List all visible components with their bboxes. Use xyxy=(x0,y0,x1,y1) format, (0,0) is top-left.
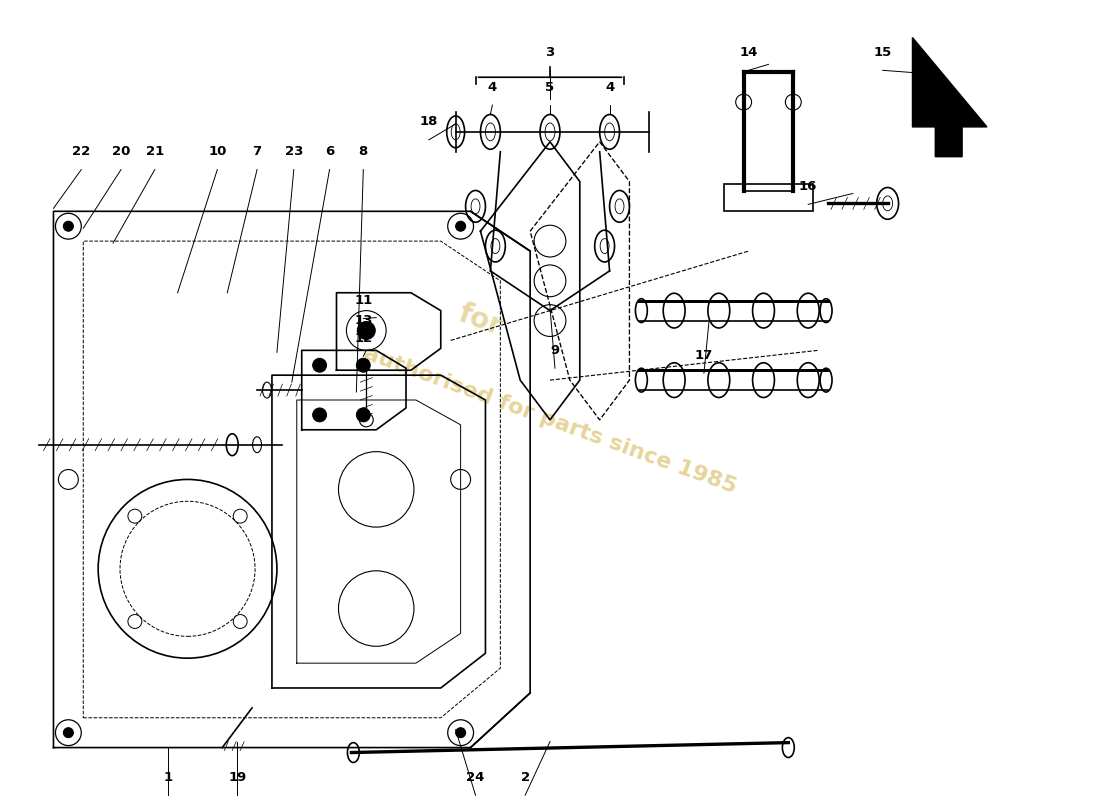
Text: 22: 22 xyxy=(73,146,90,158)
Text: 5: 5 xyxy=(546,81,554,94)
Text: 7: 7 xyxy=(253,146,262,158)
Circle shape xyxy=(356,358,371,372)
Text: 3: 3 xyxy=(546,46,554,59)
Circle shape xyxy=(356,408,371,422)
Text: 10: 10 xyxy=(208,146,227,158)
Bar xyxy=(724,183,813,211)
Text: 9: 9 xyxy=(550,344,560,357)
Circle shape xyxy=(312,358,327,372)
Polygon shape xyxy=(913,38,987,157)
Circle shape xyxy=(312,408,327,422)
Text: 8: 8 xyxy=(359,146,367,158)
Text: 15: 15 xyxy=(873,46,892,59)
Text: 19: 19 xyxy=(228,771,246,784)
Text: 17: 17 xyxy=(695,349,713,362)
Text: 1: 1 xyxy=(163,771,173,784)
Text: 20: 20 xyxy=(112,146,130,158)
Text: 24: 24 xyxy=(466,771,485,784)
Text: 14: 14 xyxy=(739,46,758,59)
Circle shape xyxy=(455,728,465,738)
Text: 2: 2 xyxy=(520,771,530,784)
Text: 23: 23 xyxy=(285,146,303,158)
Text: 11: 11 xyxy=(354,294,373,307)
Circle shape xyxy=(64,728,74,738)
Text: 12: 12 xyxy=(354,332,373,345)
Circle shape xyxy=(455,222,465,231)
Text: 4: 4 xyxy=(605,81,614,94)
Text: 21: 21 xyxy=(145,146,164,158)
Text: 18: 18 xyxy=(420,115,438,129)
Text: 6: 6 xyxy=(324,146,334,158)
Text: 13: 13 xyxy=(354,314,373,327)
Text: 16: 16 xyxy=(799,180,817,193)
Text: for: for xyxy=(454,300,506,342)
Text: 4: 4 xyxy=(487,81,497,94)
Text: authorised for parts since 1985: authorised for parts since 1985 xyxy=(361,343,739,497)
Circle shape xyxy=(64,222,74,231)
Circle shape xyxy=(358,322,375,339)
